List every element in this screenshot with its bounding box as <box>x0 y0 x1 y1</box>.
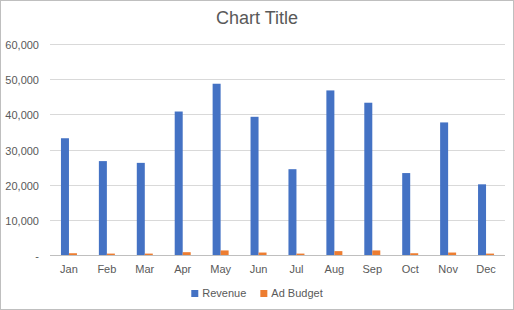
y-tick-label: 10,000 <box>5 215 39 227</box>
grid-line <box>50 44 505 45</box>
grid-line <box>50 255 505 256</box>
x-tick-label: Nov <box>438 263 458 275</box>
legend-item: Revenue <box>191 287 246 299</box>
bar <box>486 254 494 255</box>
bar <box>288 169 296 255</box>
x-tick-label: Jun <box>250 263 268 275</box>
legend-label: Ad Budget <box>271 287 322 299</box>
y-tick-label: 60,000 <box>5 39 39 51</box>
x-tick-label: Jul <box>289 263 303 275</box>
bar <box>175 112 183 255</box>
bar <box>61 138 69 255</box>
legend-item: Ad Budget <box>260 287 322 299</box>
bar <box>213 84 221 255</box>
x-tick-label: Jan <box>60 263 78 275</box>
legend: Revenue Ad Budget <box>191 287 322 299</box>
bar <box>221 250 229 255</box>
x-tick-label: Oct <box>402 263 419 275</box>
y-tick-label: 40,000 <box>5 109 39 121</box>
legend-swatch <box>260 290 267 297</box>
bar <box>402 173 410 255</box>
chart-border <box>1 1 514 310</box>
chart: Chart Title - 10,000 20,000 30,000 40,000 50,0… <box>0 0 514 310</box>
y-tick-label: - <box>35 250 39 262</box>
x-tick-label: Feb <box>97 263 116 275</box>
bar <box>372 250 380 255</box>
grid-line <box>50 185 505 186</box>
y-tick-label: 20,000 <box>5 180 39 192</box>
x-tick-label: Mar <box>135 263 154 275</box>
bar <box>440 122 448 255</box>
bar <box>183 252 191 255</box>
bar <box>107 254 115 255</box>
bar <box>145 254 153 255</box>
x-tick-label: May <box>210 263 231 275</box>
bar <box>69 253 77 255</box>
x-tick-label: Apr <box>174 263 191 275</box>
grid-line <box>50 114 505 115</box>
chart-title: Chart Title <box>216 8 298 28</box>
bar <box>364 103 372 255</box>
x-tick-label: Dec <box>476 263 496 275</box>
bar <box>334 251 342 255</box>
legend-swatch <box>191 290 198 297</box>
bars <box>61 84 494 255</box>
bar <box>296 254 304 255</box>
grid <box>50 45 505 256</box>
bar <box>448 253 456 255</box>
bar <box>326 90 334 255</box>
y-tick-label: 50,000 <box>5 74 39 86</box>
bar <box>410 253 418 255</box>
bar <box>99 161 107 255</box>
y-tick-label: 30,000 <box>5 145 39 157</box>
x-tick-label: Aug <box>325 263 345 275</box>
grid-line <box>50 220 505 221</box>
bar <box>251 117 259 255</box>
legend-label: Revenue <box>202 287 246 299</box>
x-axis <box>50 255 505 256</box>
bar <box>259 253 267 255</box>
bar <box>478 184 486 255</box>
x-tick-label: Sep <box>363 263 383 275</box>
grid-line <box>50 79 505 80</box>
grid-line <box>50 150 505 151</box>
bar <box>137 163 145 255</box>
